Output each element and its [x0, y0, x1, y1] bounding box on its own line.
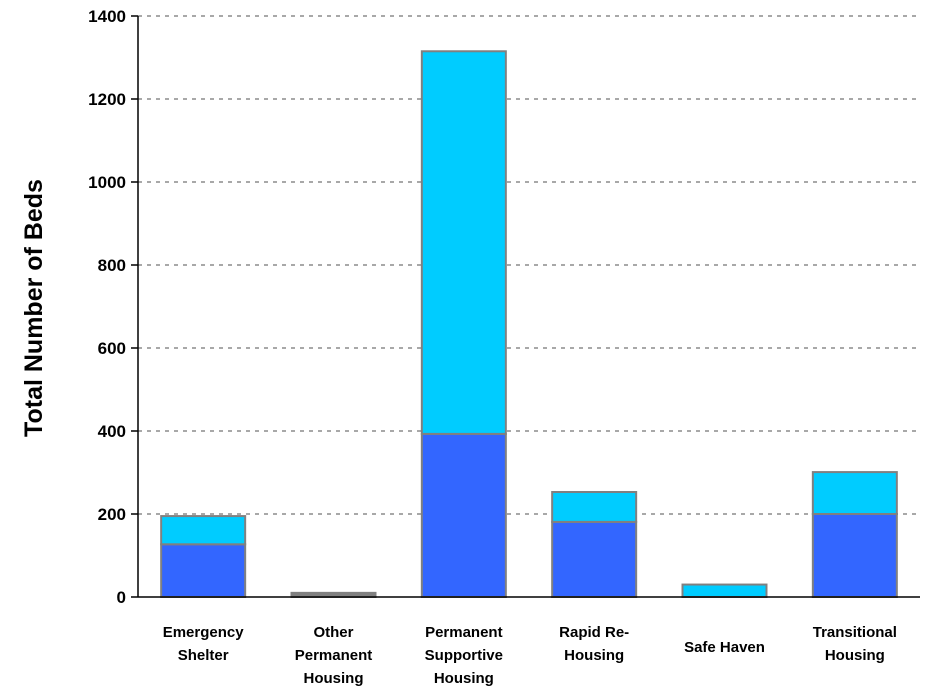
x-category-label-2-line-2: Housing: [434, 670, 494, 687]
bar-4-series-1: [681, 583, 768, 598]
x-category-label-1: Other Permanent Housing: [295, 624, 373, 687]
y-tick-label-1200: 1200: [88, 90, 126, 109]
gridlines: [138, 15, 920, 515]
x-category-label-5: Transitional Housing: [813, 624, 897, 664]
x-category-label-5-line-1: Housing: [825, 647, 885, 664]
x-category-label-5-line-0: Transitional: [813, 624, 897, 641]
bar-0-series-0: [160, 543, 247, 598]
bar-3-series-0: [551, 520, 638, 599]
x-category-label-3: Rapid Re- Housing: [559, 624, 629, 664]
bar-3-series-1: [551, 491, 638, 523]
x-category-label-1-line-1: Permanent: [295, 647, 373, 664]
axes: [131, 15, 920, 598]
y-tick-label-800: 800: [98, 256, 126, 275]
y-tick-label-600: 600: [98, 339, 126, 358]
bar-5-series-1: [811, 471, 898, 515]
x-category-label-4: Safe Haven: [684, 639, 765, 656]
y-axis-title: Total Number of Beds: [20, 179, 48, 437]
bar-2-series-0: [420, 432, 507, 598]
bar-5-series-0: [811, 513, 898, 598]
y-tick-label-0: 0: [117, 588, 126, 607]
x-category-label-4-line-0: Safe Haven: [684, 639, 765, 656]
x-category-label-1-line-0: Other: [313, 624, 353, 641]
bar-0-series-1: [160, 515, 247, 546]
bar-2-series-1: [420, 50, 507, 435]
x-category-label-0-line-0: Emergency: [163, 624, 245, 641]
x-category-label-3-line-0: Rapid Re-: [559, 624, 629, 641]
x-category-label-2-line-0: Permanent: [425, 624, 503, 641]
x-category-label-3-line-1: Housing: [564, 647, 624, 664]
x-category-label-0: Emergency Shelter: [163, 624, 245, 664]
x-category-label-2: Permanent Supportive Housing: [425, 624, 503, 687]
y-tick-label-200: 200: [98, 505, 126, 524]
y-tick-label-1000: 1000: [88, 173, 126, 192]
x-category-label-2-line-1: Supportive: [425, 647, 503, 664]
y-tick-label-1400: 1400: [88, 7, 126, 26]
x-category-label-1-line-2: Housing: [304, 670, 364, 687]
x-category-label-0-line-1: Shelter: [178, 647, 229, 664]
bars: [160, 50, 898, 599]
y-tick-label-400: 400: [98, 422, 126, 441]
y-tick-labels: 0 200 400 600 800 1000 1200 1400: [88, 7, 126, 607]
